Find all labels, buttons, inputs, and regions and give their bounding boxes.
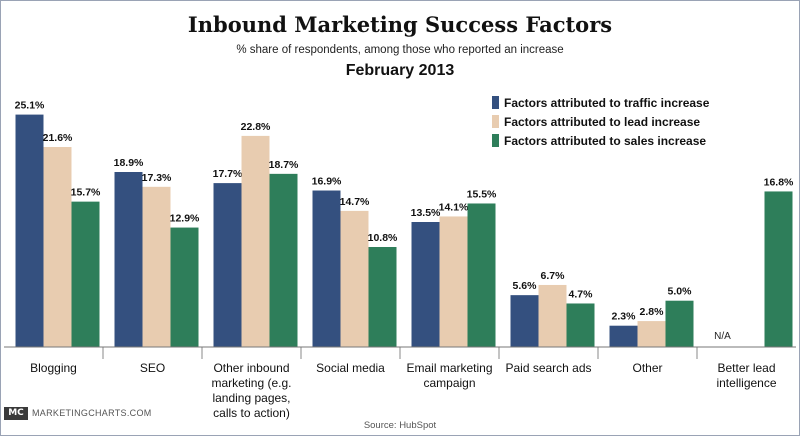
data-label: 2.8% [640, 306, 665, 318]
bar [340, 210, 369, 347]
category-label: calls to action) [213, 406, 290, 420]
source-note: Source: HubSpot [363, 420, 437, 431]
category-label: intelligence [716, 376, 776, 390]
category-label: Better lead [717, 361, 775, 375]
bar [510, 295, 539, 347]
bar [43, 147, 72, 347]
bar [439, 216, 468, 347]
category-label: Social media [316, 361, 385, 375]
bar [538, 284, 567, 347]
category-label: Email marketing [406, 361, 492, 375]
data-label: 18.7% [269, 159, 299, 171]
legend-label: Factors attributed to sales increase [504, 134, 706, 148]
category-label: campaign [423, 376, 475, 390]
data-label: 5.0% [668, 286, 693, 298]
bar [114, 172, 143, 347]
legend-swatch [492, 96, 499, 109]
bar [269, 173, 298, 347]
legend-swatch [492, 115, 499, 128]
chart-date: February 2013 [345, 62, 455, 79]
data-label: 5.6% [513, 280, 538, 292]
bar [213, 183, 242, 347]
data-label: 6.7% [541, 270, 566, 282]
data-label: 13.5% [411, 207, 441, 219]
footer: MC MARKETINGCHARTS.COM Source: HubSpot [0, 400, 800, 436]
data-label: 15.5% [467, 188, 497, 200]
data-label: 22.8% [241, 121, 271, 133]
legend-label: Factors attributed to lead increase [504, 115, 700, 129]
bar [15, 114, 44, 347]
data-label: 17.7% [213, 168, 243, 180]
data-label: 16.9% [312, 176, 342, 188]
data-label: 17.3% [142, 172, 172, 184]
marketingcharts-logo-icon: MC [4, 407, 28, 420]
data-label: 12.9% [170, 213, 200, 225]
bar [764, 191, 793, 347]
bar [241, 135, 270, 347]
bar [368, 247, 397, 347]
chart-subtitle: % share of respondents, among those who … [236, 44, 564, 56]
data-label: 16.8% [764, 176, 794, 188]
legend-label: Factors attributed to traffic increase [504, 96, 710, 110]
category-label: Other inbound [213, 361, 289, 375]
data-label: 14.1% [439, 201, 469, 213]
data-label: 10.8% [368, 232, 398, 244]
chart-title: Inbound Marketing Success Factors [187, 12, 613, 37]
category-label: Paid search ads [505, 361, 591, 375]
bar [411, 222, 440, 347]
bar [467, 203, 496, 347]
data-label: 2.3% [612, 311, 637, 323]
data-label: 21.6% [43, 132, 73, 144]
category-label: SEO [140, 361, 165, 375]
data-label: 25.1% [15, 100, 45, 112]
bar [665, 300, 694, 347]
bar [170, 227, 199, 347]
bar [637, 321, 666, 347]
site-name: MARKETINGCHARTS.COM [32, 408, 152, 418]
bar [566, 303, 595, 347]
data-label: 14.7% [340, 196, 370, 208]
data-label: 15.7% [71, 187, 101, 199]
bar [71, 201, 100, 347]
bar [609, 325, 638, 347]
category-label: landing pages, [212, 391, 290, 405]
category-label: marketing (e.g. [211, 376, 291, 390]
bar [312, 190, 341, 347]
category-label: Other [632, 361, 662, 375]
na-label: N/A [714, 331, 731, 342]
category-label: Blogging [30, 361, 77, 375]
bar [142, 186, 171, 347]
legend-swatch [492, 134, 499, 147]
data-label: 18.9% [114, 157, 144, 169]
data-label: 4.7% [569, 288, 594, 300]
